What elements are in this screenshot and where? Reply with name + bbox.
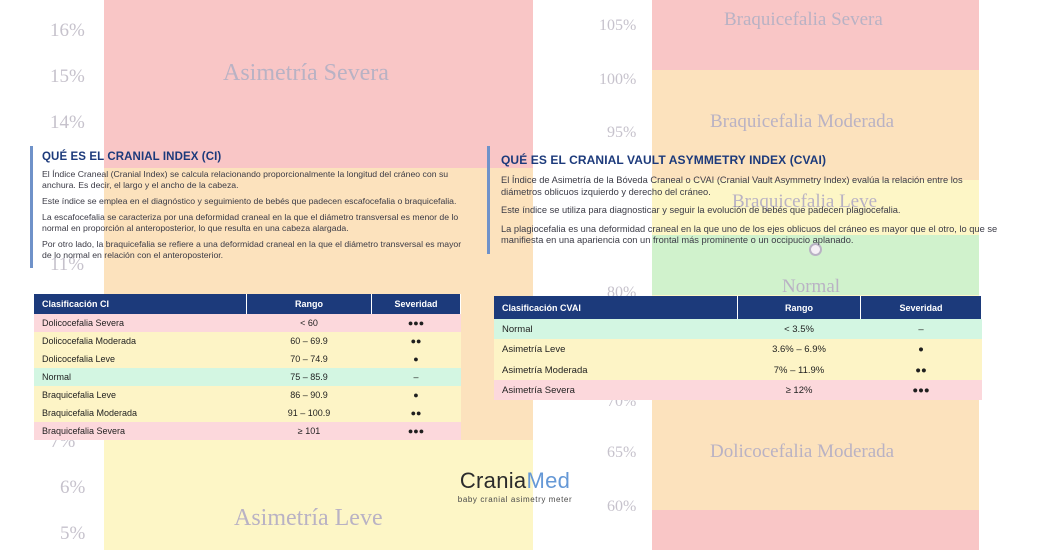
ci-row-severity: ●●●: [371, 422, 461, 440]
cvai-info-accent-bar: [487, 146, 490, 254]
band-label-dolicocefalia-moderada: Dolicocefalia Moderada: [710, 441, 895, 462]
ci-info-paragraph-3: La escafocefalia se caracteriza por una …: [42, 212, 459, 233]
ci-info-paragraph-1: El Índice Craneal (Cranial Index) se cal…: [42, 169, 449, 190]
ci-row-range: < 60: [246, 314, 372, 332]
cvai-classification-table: Clasificación CVAI Rango Severidad Norma…: [494, 296, 982, 400]
ci-header-classification: Clasificación CI: [34, 294, 247, 314]
ci-row-range: 75 – 85.9: [246, 368, 372, 386]
ci-row-label: Normal: [34, 368, 247, 386]
cvai-info-title: QUÉ ES EL CRANIAL VAULT ASYMMETRY INDEX …: [501, 153, 827, 167]
cvai-table-header-row: Clasificación CVAI Rango Severidad: [494, 296, 982, 319]
band-label-braquicefalia-severa: Braquicefalia Severa: [724, 9, 883, 30]
ci-info-paragraph-2: Este índice se emplea en el diagnóstico …: [42, 196, 457, 206]
cvai-info-paragraph-3: La plagiocefalia es una deformidad crane…: [501, 223, 998, 246]
right-tick-60: 60%: [607, 498, 637, 515]
band-asimetria-severa: [104, 0, 533, 168]
cvai-row-severity: –: [860, 319, 982, 339]
cvai-row-range: ≥ 12%: [737, 380, 861, 400]
ci-info-box: QUÉ ES EL CRANIAL INDEX (CI) El Índice C…: [30, 146, 475, 268]
ci-header-range: Rango: [246, 294, 372, 314]
cvai-row-label: Asimetría Leve: [494, 339, 738, 360]
table-row: Dolicocefalia Moderada 60 – 69.9 ●●: [34, 332, 461, 350]
ci-classification-table: Clasificación CI Rango Severidad Dolicoc…: [34, 294, 461, 440]
table-row: Dolicocefalia Severa < 60 ●●●: [34, 314, 461, 332]
ci-row-label: Dolicocefalia Severa: [34, 314, 247, 332]
right-tick-105: 105%: [599, 17, 637, 34]
right-tick-95: 95%: [607, 124, 637, 141]
ci-row-range: 70 – 74.9: [246, 350, 372, 368]
cvai-row-label: Asimetría Severa: [494, 380, 738, 400]
cvai-row-range: 3.6% – 6.9%: [737, 339, 861, 360]
band-label-braquicefalia-moderada: Braquicefalia Moderada: [710, 111, 895, 132]
ci-row-severity: ●●●: [371, 314, 461, 332]
cvai-row-range: 7% – 11.9%: [737, 360, 861, 380]
band-label-asimetria-leve: Asimetría Leve: [234, 505, 383, 531]
ci-info-title: QUÉ ES EL CRANIAL INDEX (CI): [42, 151, 222, 163]
cvai-info-box: QUÉ ES EL CRANIAL VAULT ASYMMETRY INDEX …: [487, 146, 1007, 254]
cvai-row-severity: ●●●: [860, 380, 982, 400]
craniamed-logo: CraniaMed baby cranial asimetry meter: [440, 468, 590, 504]
left-tick-15: 15%: [50, 66, 85, 87]
band-label-asimetria-severa: Asimetría Severa: [223, 60, 389, 86]
cvai-info-paragraph-1: El Índice de Asimetría de la Bóveda Cran…: [501, 175, 963, 197]
ci-row-severity: ●: [371, 350, 461, 368]
table-row: Braquicefalia Moderada 91 – 100.9 ●●: [34, 404, 461, 422]
band-dolicocefalia-severa: [652, 510, 979, 550]
left-tick-11: 11%: [50, 254, 85, 275]
cvai-header-severity: Severidad: [860, 296, 982, 319]
ci-row-severity: ●●: [371, 332, 461, 350]
left-tick-16: 16%: [50, 20, 85, 41]
band-braquicefalia-moderada: [652, 70, 979, 180]
measurement-marker: [809, 243, 822, 256]
ci-header-severity: Severidad: [371, 294, 461, 314]
ci-row-range: 60 – 69.9: [246, 332, 372, 350]
table-row: Braquicefalia Leve 86 – 90.9 ●: [34, 386, 461, 404]
cvai-row-label: Asimetría Moderada: [494, 360, 738, 380]
logo-word-accent: Med: [526, 468, 571, 493]
ci-table-header-row: Clasificación CI Rango Severidad: [34, 294, 461, 314]
ci-row-severity: ●●: [371, 404, 461, 422]
table-row: Asimetría Leve 3.6% – 6.9% ●: [494, 339, 982, 360]
ci-row-severity: –: [371, 368, 461, 386]
right-tick-100: 100%: [599, 71, 637, 88]
ci-row-label: Dolicocefalia Moderada: [34, 332, 247, 350]
logo-word-main: Crania: [459, 468, 527, 493]
cvai-header-classification: Clasificación CVAI: [494, 296, 738, 319]
ci-row-label: Braquicefalia Leve: [34, 386, 247, 404]
table-row: Asimetría Moderada 7% – 11.9% ●●: [494, 360, 982, 380]
ci-info-accent-bar: [30, 146, 33, 268]
logo-tagline: baby cranial asimetry meter: [457, 495, 573, 504]
ci-row-label: Dolicocefalia Leve: [34, 350, 247, 368]
band-label-normal: Normal: [782, 276, 841, 297]
left-tick-5: 5%: [60, 523, 86, 544]
ci-background-chart: Braquicefalia Severa Braquicefalia Moder…: [585, 0, 995, 550]
ci-row-range: 91 – 100.9: [246, 404, 372, 422]
cvai-row-severity: ●●: [860, 360, 982, 380]
ci-row-range: ≥ 101: [246, 422, 372, 440]
band-braquicefalia-severa: [652, 0, 979, 70]
band-braquicefalia-leve: [652, 180, 979, 235]
band-dolicocefalia-moderada: [652, 400, 979, 510]
table-row: Normal 75 – 85.9 –: [34, 368, 461, 386]
left-tick-14: 14%: [50, 112, 85, 133]
cvai-row-severity: ●: [860, 339, 982, 360]
cvai-row-range: < 3.5%: [737, 319, 861, 339]
cvai-info-paragraph-2: Este índice se utiliza para diagnosticar…: [501, 205, 901, 215]
right-tick-65: 65%: [607, 444, 637, 461]
ci-row-label: Braquicefalia Moderada: [34, 404, 247, 422]
table-row: Asimetría Severa ≥ 12% ●●●: [494, 380, 982, 400]
band-asimetria-leve: [104, 440, 533, 550]
cvai-header-range: Rango: [737, 296, 861, 319]
band-label-braquicefalia-leve: Braquicefalia Leve: [732, 191, 878, 212]
table-row: Normal < 3.5% –: [494, 319, 982, 339]
left-tick-6: 6%: [60, 477, 86, 498]
ci-info-paragraph-4: Por otro lado, la braquicefalia se refie…: [42, 239, 462, 260]
cvai-row-label: Normal: [494, 319, 738, 339]
table-row: Dolicocefalia Leve 70 – 74.9 ●: [34, 350, 461, 368]
logo-wordmark: CraniaMed: [440, 468, 590, 494]
ci-row-label: Braquicefalia Severa: [34, 422, 247, 440]
ci-row-range: 86 – 90.9: [246, 386, 372, 404]
table-row: Braquicefalia Severa ≥ 101 ●●●: [34, 422, 461, 440]
ci-row-severity: ●: [371, 386, 461, 404]
